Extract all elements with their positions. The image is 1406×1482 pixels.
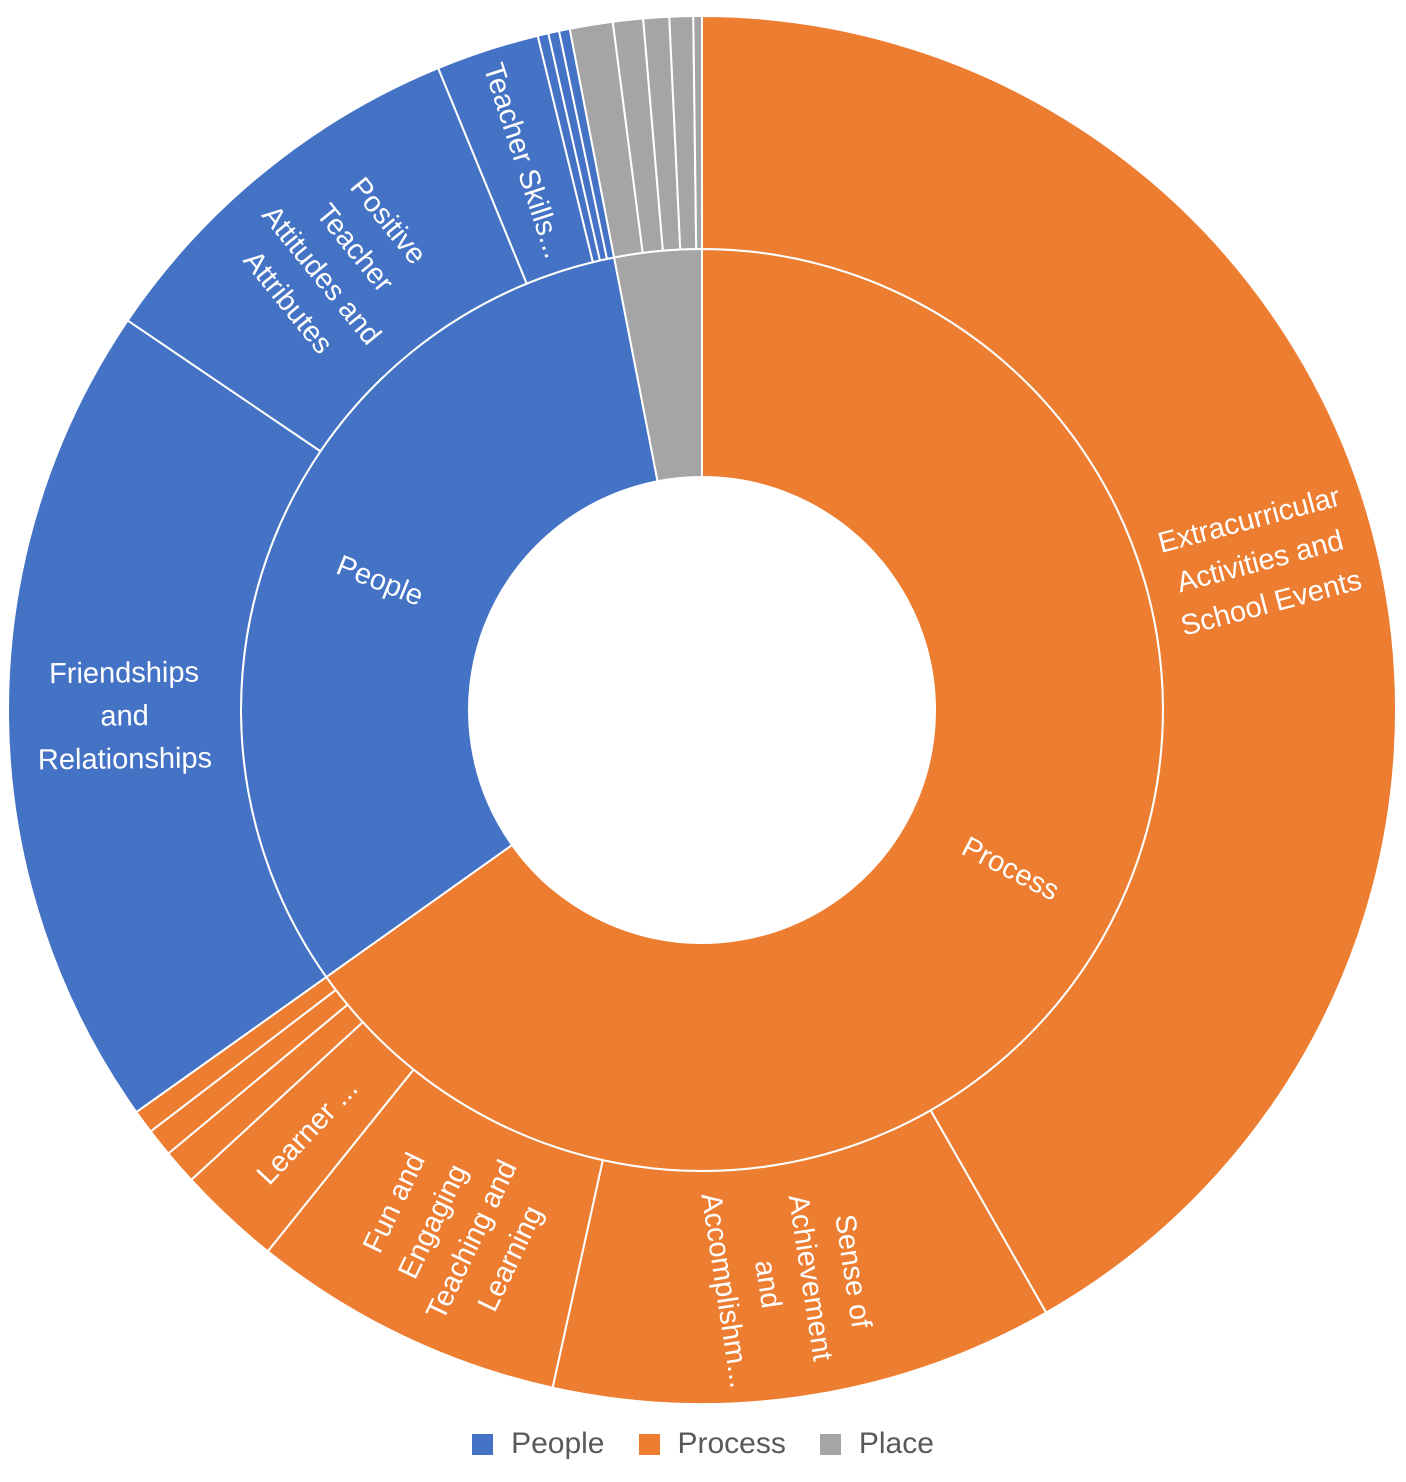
segment-place-child-5[interactable] xyxy=(692,14,703,251)
legend-label-people: People xyxy=(511,1427,605,1460)
segment-sense-of-achievement-and-accomplishm[interactable] xyxy=(551,1109,1048,1406)
label-friendships-and-relationships: FriendshipsandRelationships xyxy=(37,656,212,776)
legend-swatch-process-icon xyxy=(638,1433,660,1455)
chart-legend: People Process Place xyxy=(0,1416,1406,1472)
legend-item-process[interactable]: Process xyxy=(638,1427,786,1461)
legend-item-people[interactable]: People xyxy=(472,1427,605,1461)
legend-label-place: Place xyxy=(858,1427,934,1460)
segment-extracurricular-activities-and-school-events[interactable] xyxy=(701,15,1397,1314)
segment-friendships-and-relationships[interactable] xyxy=(7,319,328,1114)
legend-swatch-place-icon xyxy=(819,1433,841,1455)
legend-swatch-people-icon xyxy=(472,1433,494,1455)
legend-item-place[interactable]: Place xyxy=(819,1427,934,1461)
legend-label-process: Process xyxy=(677,1427,786,1460)
